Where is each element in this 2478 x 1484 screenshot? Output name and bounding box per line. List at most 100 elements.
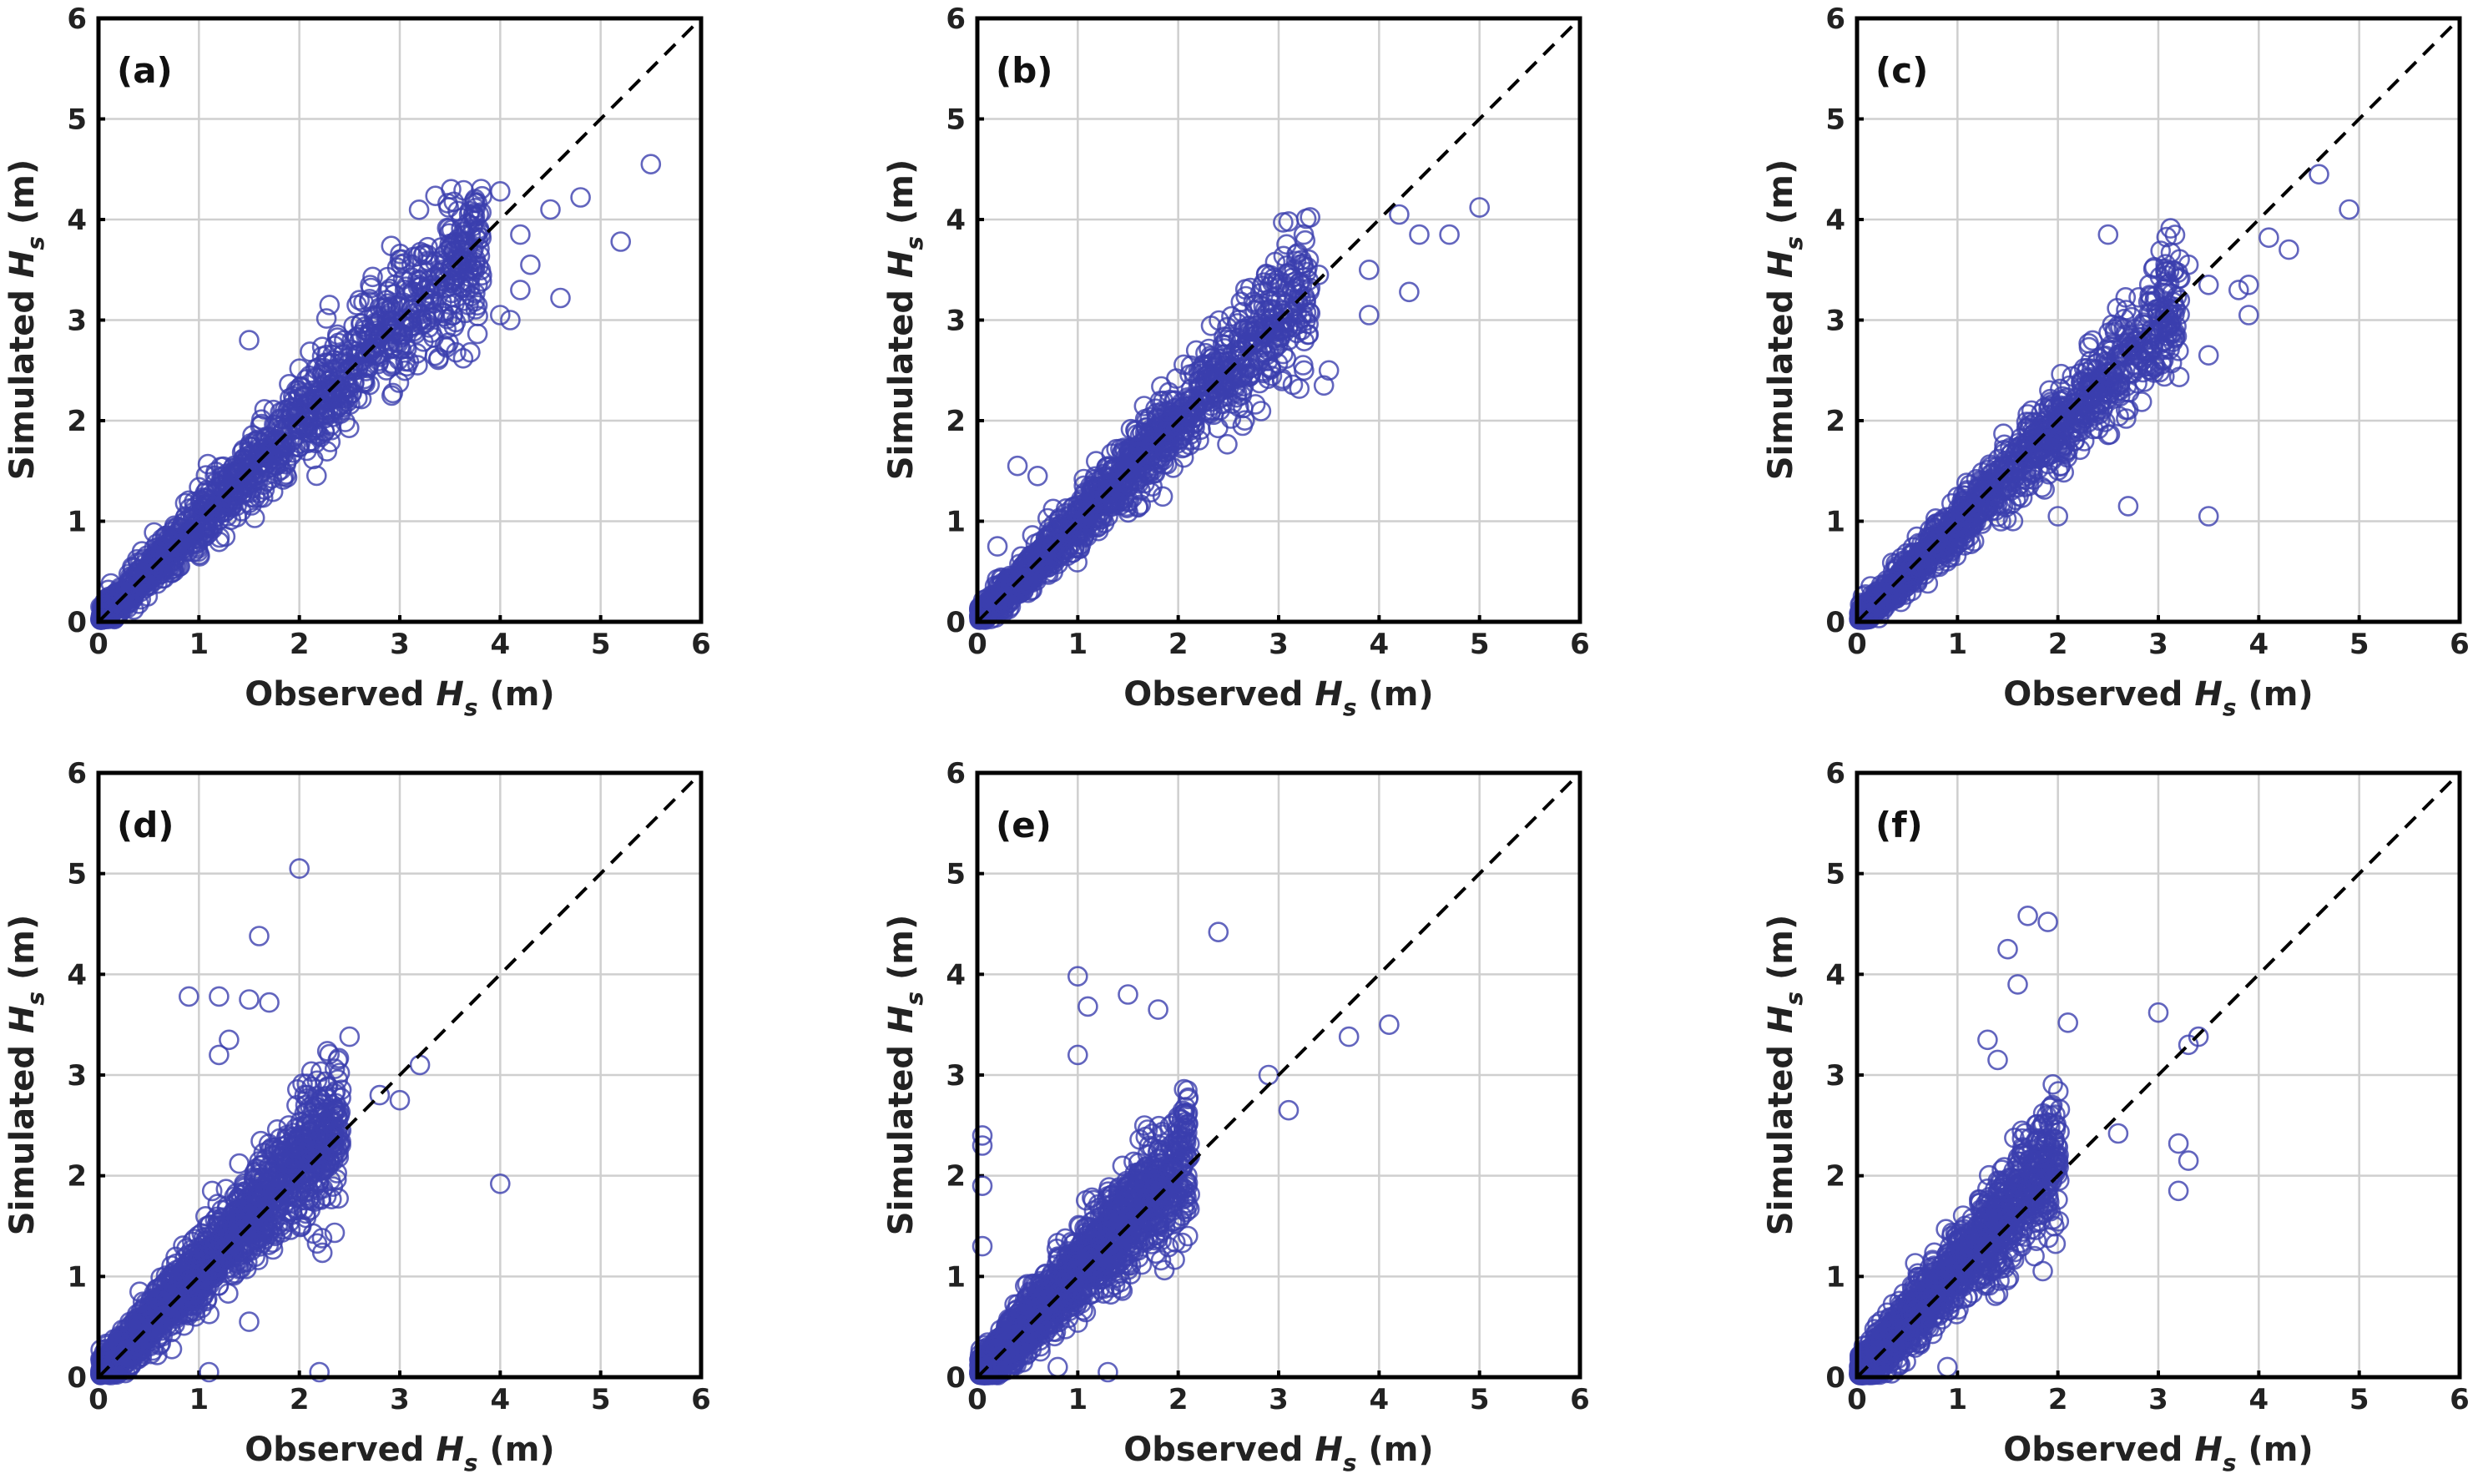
data-point <box>361 315 382 337</box>
panel-label: (c) <box>1875 50 1928 91</box>
data-point <box>500 310 521 331</box>
data-point <box>463 238 484 260</box>
x-axis-label: Observed Hs (m) <box>245 675 554 721</box>
data-point <box>1230 291 1252 313</box>
x-axis-label: Observed Hs (m) <box>245 1431 554 1476</box>
x-tick-label: 4 <box>1369 628 1389 661</box>
one-to-one-line <box>97 17 703 623</box>
data-point <box>442 271 464 293</box>
y-tick-label: 1 <box>1825 506 1845 539</box>
x-tick-label: 5 <box>591 628 611 661</box>
data-point <box>401 299 422 320</box>
data-point <box>412 259 433 280</box>
y-tick-label: 5 <box>946 103 966 137</box>
data-point <box>102 596 123 618</box>
data-point <box>248 468 270 489</box>
y-tick-label: 5 <box>67 858 87 891</box>
data-point <box>253 447 274 468</box>
data-point <box>444 231 466 253</box>
y-tick-label: 4 <box>67 958 87 992</box>
x-tick-label: 1 <box>189 1383 209 1416</box>
data-point <box>361 323 381 345</box>
data-point <box>540 199 561 220</box>
data-point <box>464 189 486 209</box>
x-tick-label: 6 <box>691 1383 711 1416</box>
x-tick-label: 4 <box>490 628 510 661</box>
data-point <box>1152 486 1173 507</box>
x-tick-label: 4 <box>490 1383 510 1416</box>
data-point <box>1133 396 1155 416</box>
x-tick-label: 2 <box>290 1383 310 1416</box>
y-tick-label: 2 <box>67 1160 87 1194</box>
data-point <box>316 344 337 366</box>
data-point <box>418 317 440 338</box>
data-point <box>550 287 571 309</box>
data-point <box>164 555 186 577</box>
data-point <box>428 347 449 369</box>
data-point <box>215 490 237 512</box>
y-tick-label: 4 <box>67 204 87 237</box>
data-point <box>434 335 456 356</box>
data-point <box>437 308 458 330</box>
data-point <box>379 278 401 300</box>
x-tick-label: 3 <box>1269 628 1289 661</box>
data-point <box>418 278 439 299</box>
y-tick-label: 5 <box>67 103 87 137</box>
y-tick-label: 6 <box>1825 3 1845 36</box>
y-tick-label: 1 <box>67 1260 87 1294</box>
y-tick-label: 2 <box>67 405 87 438</box>
data-point <box>381 353 402 374</box>
y-axis-label: Simulated Hs (m) <box>882 159 928 481</box>
data-point <box>444 275 466 295</box>
x-tick-label: 4 <box>2248 628 2269 661</box>
data-point <box>349 290 371 310</box>
data-point <box>460 341 481 363</box>
x-tick-label: 5 <box>1470 628 1490 661</box>
y-tick-label: 2 <box>946 405 966 438</box>
data-point <box>520 254 541 275</box>
y-axis-label: Simulated Hs (m) <box>1762 159 1808 481</box>
data-point <box>320 432 341 452</box>
data-point <box>315 308 337 329</box>
data-point <box>462 259 483 280</box>
data-point <box>382 337 403 359</box>
data-point <box>355 373 376 394</box>
data-point <box>376 290 397 310</box>
data-point <box>319 295 341 315</box>
data-point <box>122 578 143 600</box>
data-point <box>407 355 428 376</box>
data-point <box>1293 224 1315 245</box>
scatter-series <box>90 154 662 630</box>
data-point <box>275 464 297 485</box>
data-point <box>287 418 308 440</box>
data-point <box>489 181 511 202</box>
data-point <box>408 310 429 331</box>
data-point <box>1189 370 1210 391</box>
y-tick-label: 3 <box>67 305 87 338</box>
data-point <box>441 235 462 257</box>
data-point <box>320 419 342 441</box>
data-point <box>279 387 300 409</box>
data-point <box>438 197 460 218</box>
x-tick-label: 3 <box>390 628 410 661</box>
data-point <box>459 214 481 235</box>
x-tick-label: 3 <box>390 1383 410 1416</box>
data-point <box>211 466 232 487</box>
y-axis-label: Simulated Hs (m) <box>3 159 49 481</box>
y-tick-label: 3 <box>1825 305 1845 338</box>
data-point <box>462 204 484 226</box>
x-tick-label: 0 <box>88 628 109 661</box>
data-point <box>408 274 430 295</box>
x-tick-label: 2 <box>2048 628 2068 661</box>
data-point <box>185 514 206 536</box>
data-point <box>467 323 488 345</box>
x-tick-label: 1 <box>1067 628 1088 661</box>
data-point <box>239 330 260 351</box>
x-axis-label: Observed Hs (m) <box>1123 675 1433 721</box>
data-point <box>356 356 376 377</box>
panel-label: (b) <box>996 50 1052 91</box>
x-tick-label: 2 <box>1168 628 1189 661</box>
panel-label: (a) <box>117 50 173 91</box>
